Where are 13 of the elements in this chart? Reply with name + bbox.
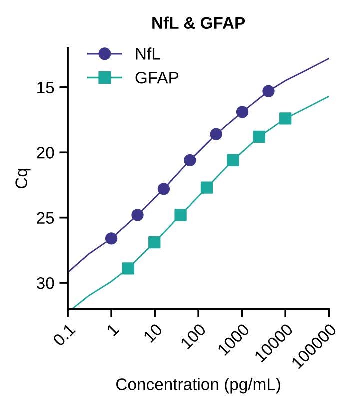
- legend-label: NfL: [136, 48, 160, 60]
- x-tick-label: 1: [106, 323, 120, 337]
- y-tick-label: 20: [37, 147, 54, 159]
- y-tick-label: 30: [36, 277, 54, 290]
- x-tick-label: 10: [143, 323, 164, 344]
- chart-title: NfL & GFAP: [152, 16, 246, 30]
- x-axis-title: Concentration (pg/mL): [116, 378, 280, 394]
- y-tick-label: 25: [37, 212, 54, 224]
- x-tick-label: 100: [180, 323, 207, 350]
- y-tick-label: 15: [38, 82, 54, 94]
- y-axis-title: Cq: [16, 169, 31, 189]
- legend-label: GFAP: [136, 72, 179, 84]
- x-tick-label: 0.1: [52, 323, 76, 347]
